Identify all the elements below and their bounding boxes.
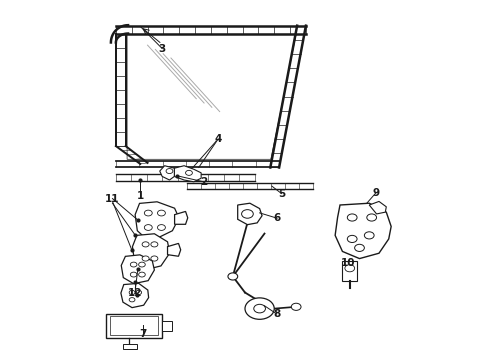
Circle shape bbox=[139, 272, 145, 277]
Polygon shape bbox=[121, 255, 154, 284]
Circle shape bbox=[145, 225, 152, 230]
Polygon shape bbox=[127, 34, 296, 159]
Polygon shape bbox=[335, 203, 391, 258]
Polygon shape bbox=[174, 166, 201, 182]
Circle shape bbox=[365, 232, 374, 239]
Bar bbox=[343, 261, 357, 281]
Text: 1: 1 bbox=[137, 191, 144, 201]
Polygon shape bbox=[132, 234, 170, 269]
Circle shape bbox=[242, 210, 253, 218]
Circle shape bbox=[291, 303, 301, 310]
Text: 12: 12 bbox=[128, 288, 143, 297]
Circle shape bbox=[142, 242, 149, 247]
Polygon shape bbox=[369, 202, 386, 214]
Text: 8: 8 bbox=[273, 309, 280, 319]
Circle shape bbox=[129, 290, 135, 294]
Circle shape bbox=[129, 298, 135, 302]
Circle shape bbox=[355, 244, 365, 251]
Text: 2: 2 bbox=[200, 177, 207, 187]
Circle shape bbox=[166, 168, 173, 174]
Text: 9: 9 bbox=[372, 188, 379, 198]
Text: 5: 5 bbox=[278, 189, 285, 199]
Circle shape bbox=[347, 235, 357, 243]
Text: 7: 7 bbox=[139, 329, 147, 339]
Text: 3: 3 bbox=[159, 44, 166, 54]
Circle shape bbox=[345, 265, 355, 272]
Circle shape bbox=[139, 262, 145, 267]
Text: 11: 11 bbox=[105, 194, 120, 203]
Circle shape bbox=[142, 256, 149, 261]
Circle shape bbox=[228, 273, 238, 280]
Bar bbox=[123, 343, 137, 348]
Circle shape bbox=[151, 242, 158, 247]
Polygon shape bbox=[135, 202, 179, 239]
Circle shape bbox=[157, 225, 166, 230]
Circle shape bbox=[347, 214, 357, 221]
Polygon shape bbox=[174, 211, 188, 224]
Circle shape bbox=[186, 170, 193, 175]
Bar bbox=[106, 314, 162, 338]
Circle shape bbox=[136, 290, 142, 294]
Circle shape bbox=[245, 298, 274, 319]
Bar bbox=[162, 321, 172, 330]
Circle shape bbox=[130, 262, 137, 267]
Text: 10: 10 bbox=[341, 258, 356, 268]
Polygon shape bbox=[168, 243, 181, 256]
Text: 6: 6 bbox=[273, 213, 281, 223]
Circle shape bbox=[130, 272, 137, 277]
Circle shape bbox=[157, 210, 166, 216]
Text: 4: 4 bbox=[215, 134, 222, 144]
Circle shape bbox=[145, 210, 152, 216]
Circle shape bbox=[254, 304, 266, 313]
Circle shape bbox=[367, 214, 376, 221]
Circle shape bbox=[151, 256, 158, 261]
Polygon shape bbox=[238, 203, 262, 225]
Bar bbox=[110, 316, 158, 335]
Polygon shape bbox=[160, 166, 174, 180]
Polygon shape bbox=[121, 283, 148, 308]
